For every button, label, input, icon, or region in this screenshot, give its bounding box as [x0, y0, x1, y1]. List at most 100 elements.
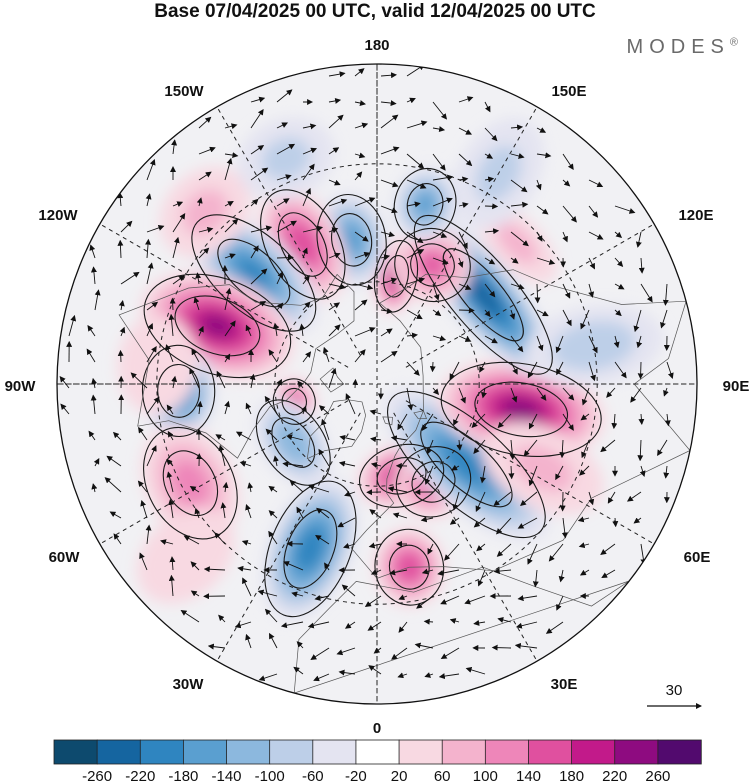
anomaly-level	[201, 315, 233, 337]
wind-vector	[250, 245, 259, 259]
wind-vector	[120, 220, 133, 233]
wind-vector	[241, 540, 252, 546]
wind-vector	[536, 205, 549, 215]
anomaly-level	[339, 223, 364, 256]
wind-vector	[380, 328, 393, 337]
contour-line	[141, 344, 216, 438]
wind-vector	[90, 394, 97, 415]
wind-vector	[424, 465, 434, 485]
wind-vector	[473, 517, 486, 528]
wind-vector	[93, 458, 100, 467]
wind-vector	[637, 361, 644, 380]
wind-vector	[636, 335, 643, 349]
wind-vector	[302, 187, 311, 207]
wind-vector	[458, 127, 472, 135]
wind-vector	[269, 632, 278, 649]
wind-vector	[198, 226, 214, 233]
wind-vector	[344, 621, 356, 629]
wind-vector	[224, 353, 231, 363]
wind-vector	[479, 361, 486, 373]
wind-vector	[276, 302, 284, 311]
wind-vector	[247, 482, 254, 493]
wind-vector	[194, 507, 201, 519]
wind-vector	[245, 633, 252, 649]
wind-vector	[493, 568, 512, 575]
map-border	[56, 63, 698, 705]
wind-vector	[380, 72, 397, 79]
wind-vector	[216, 370, 226, 389]
wind-vector	[451, 464, 460, 471]
wind-vector	[328, 252, 341, 259]
wind-vector	[88, 430, 96, 441]
longitude-label: 120W	[38, 207, 78, 224]
registered-mark: ®	[729, 36, 738, 49]
wind-vector	[250, 198, 259, 207]
wind-vector	[324, 562, 330, 571]
wind-vector	[432, 174, 454, 181]
wind-vector	[224, 400, 231, 415]
wind-vector	[588, 361, 596, 382]
wind-vector	[626, 491, 642, 502]
wind-vector	[250, 96, 266, 103]
contour-line	[358, 443, 445, 508]
wind-vector	[198, 116, 212, 129]
wind-vector	[440, 647, 460, 660]
wind-vector	[471, 413, 486, 429]
wind-vector	[562, 153, 574, 171]
wind-vector	[491, 644, 512, 651]
wind-vector	[328, 71, 346, 78]
longitude-label: 60W	[49, 549, 81, 566]
wind-vector	[276, 89, 293, 103]
wind-vector	[86, 348, 96, 363]
contour-line	[143, 273, 292, 379]
wind-vector	[345, 393, 356, 415]
wind-vector	[556, 361, 564, 376]
wind-vector	[421, 413, 434, 432]
wind-vector	[664, 413, 671, 427]
contour-line	[191, 214, 317, 332]
wind-vector	[561, 517, 568, 539]
wind-vector	[242, 577, 252, 597]
wind-vector	[510, 153, 525, 159]
wind-vector	[166, 471, 174, 493]
wind-vector	[517, 595, 538, 602]
wind-vector	[257, 589, 278, 597]
wind-vector	[387, 486, 408, 493]
wind-vector	[484, 283, 496, 298]
wind-vector	[189, 486, 200, 493]
wind-vector	[367, 621, 382, 631]
wind-vector	[458, 387, 466, 404]
wind-vector	[424, 672, 434, 678]
wind-vector	[302, 123, 317, 130]
colorbar-swatch	[398, 739, 443, 765]
wind-vector	[190, 590, 200, 597]
wind-vector	[633, 309, 642, 333]
wind-vector	[341, 584, 356, 597]
wind-vector	[601, 569, 616, 579]
wind-vector	[562, 309, 572, 327]
wind-vector	[354, 197, 376, 207]
wind-vector	[414, 642, 434, 649]
wind-vector	[338, 669, 356, 676]
wind-vector	[562, 231, 568, 243]
wind-vector	[398, 594, 408, 601]
wind-vector	[416, 595, 434, 609]
wind-vector	[218, 444, 226, 467]
wind-vector	[473, 619, 486, 626]
wind-vector	[458, 176, 469, 183]
wind-vector	[214, 532, 226, 545]
wind-vector	[510, 257, 519, 264]
wind-vector	[268, 349, 278, 363]
wind-vector	[475, 491, 486, 513]
wind-vector	[354, 231, 369, 242]
colorbar-swatch	[226, 739, 271, 765]
wind-vector	[354, 100, 366, 106]
longitude-label: 120E	[678, 207, 713, 224]
wind-vector	[193, 296, 200, 311]
wind-vector	[276, 198, 290, 207]
longitude-label: 90W	[5, 378, 37, 395]
wind-vector	[250, 268, 268, 285]
colorbar-tick-label: 100	[473, 768, 498, 783]
wind-vector	[118, 300, 125, 311]
wind-vector	[90, 266, 97, 285]
